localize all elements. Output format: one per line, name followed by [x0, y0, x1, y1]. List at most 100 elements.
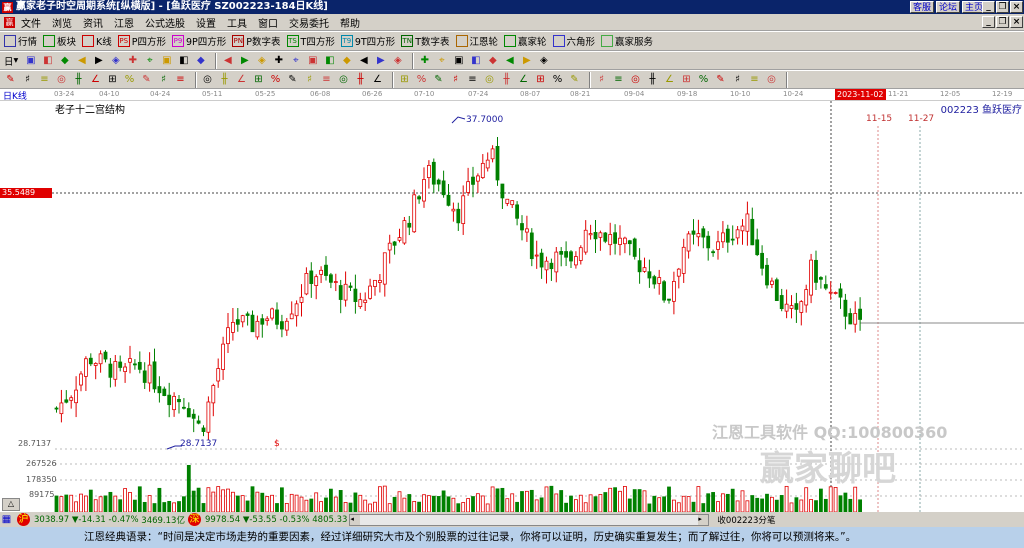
tool-icon[interactable]: ◈ [393, 55, 402, 66]
tool-icon[interactable]: ✎ [434, 74, 443, 85]
tool-icon[interactable]: ♯ [25, 74, 30, 85]
tool-icon[interactable]: ⌖ [438, 55, 445, 66]
menu-item[interactable]: 资讯 [83, 18, 103, 30]
tool-icon[interactable]: ✎ [6, 74, 15, 85]
toolbar-hexagon[interactable]: 六角形 [552, 34, 595, 48]
toolbar-P4[interactable]: PS P四方形 [117, 34, 166, 48]
toolbar-9P4[interactable]: P9 9P四方形 [172, 34, 226, 48]
tool-icon[interactable]: ≡ [614, 74, 623, 85]
minimize-button[interactable]: _ [982, 1, 995, 13]
tool-icon[interactable]: ≡ [40, 74, 49, 85]
menu-item[interactable]: 文件 [21, 18, 41, 30]
tool-icon[interactable]: ◀ [505, 55, 514, 66]
menu-item[interactable]: 浏览 [52, 18, 72, 30]
tool-icon[interactable]: ◎ [485, 74, 494, 85]
menu-item[interactable]: 交易委托 [289, 18, 329, 30]
tool-icon[interactable]: ▶ [376, 55, 385, 66]
tool-icon[interactable]: ✎ [570, 74, 579, 85]
tool-icon[interactable]: ◧ [325, 55, 335, 66]
kline-chart[interactable]: 老子十二宫结构 002223 鱼跃医疗 35.5489 2023-11-02 3… [0, 89, 1024, 513]
toolbar-pnum[interactable]: PN P数字表 [232, 34, 281, 48]
tool-icon[interactable]: ◧ [43, 55, 53, 66]
tool-icon[interactable]: ◆ [488, 55, 497, 66]
tool-icon[interactable]: ◎ [57, 74, 66, 85]
tool-icon[interactable]: ◎ [203, 74, 212, 85]
tool-icon[interactable]: ▣ [162, 55, 172, 66]
tool-icon[interactable]: ▣ [308, 55, 318, 66]
tool-icon[interactable]: ╫ [649, 74, 656, 85]
toolbar-9T4[interactable]: T9 9T四方形 [340, 34, 395, 48]
toolbar-sector[interactable]: 板块 [43, 34, 76, 48]
doc-minimize-button[interactable]: _ [982, 16, 995, 28]
tool-icon[interactable]: ∠ [519, 74, 528, 85]
tool-icon[interactable]: % [416, 74, 427, 85]
tool-icon[interactable]: ▶ [522, 55, 531, 66]
tool-icon[interactable]: ♯ [735, 74, 740, 85]
menu-item[interactable]: 工具 [227, 18, 247, 30]
close-button[interactable]: × [1010, 1, 1023, 13]
tool-icon[interactable]: ◎ [631, 74, 640, 85]
doc-restore-button[interactable]: ❐ [996, 16, 1009, 28]
restore-button[interactable]: ❐ [996, 1, 1009, 13]
tool-icon[interactable]: ✎ [142, 74, 151, 85]
tool-icon[interactable]: ✎ [288, 74, 297, 85]
tick-detail-label[interactable]: 收002223分笔 [717, 515, 776, 526]
menu-item[interactable]: 帮助 [340, 18, 360, 30]
tool-icon[interactable]: ♯ [161, 74, 166, 85]
tool-icon[interactable]: % [124, 74, 135, 85]
tool-icon[interactable]: ⌖ [292, 55, 299, 66]
toolbar-winner-wheel[interactable]: 赢家轮 [504, 34, 547, 48]
tool-icon[interactable]: ≡ [322, 74, 331, 85]
tool-icon[interactable]: ▶ [240, 55, 249, 66]
tool-icon[interactable]: ⊞ [400, 74, 409, 85]
tool-icon[interactable]: ▣ [454, 55, 464, 66]
toolbar-tnum[interactable]: TN T数字表 [401, 34, 450, 48]
tool-icon[interactable]: ∠ [665, 74, 674, 85]
tool-icon[interactable]: ≡ [176, 74, 185, 85]
tool-icon[interactable]: ◈ [257, 55, 266, 66]
tool-icon[interactable]: ▣ [26, 55, 36, 66]
toolbar-gann-wheel[interactable]: 江恩轮 [455, 34, 498, 48]
tool-icon[interactable]: ╫ [75, 74, 82, 85]
tool-icon[interactable]: ∠ [237, 74, 246, 85]
toolbar-dollar[interactable]: 赢家服务 [601, 34, 653, 48]
menu-item[interactable]: 江恩 [114, 18, 134, 30]
tool-icon[interactable]: ⊞ [108, 74, 117, 85]
tool-icon[interactable]: % [270, 74, 281, 85]
forum-link[interactable]: 论坛 [936, 1, 961, 13]
tool-icon[interactable]: ◧ [179, 55, 189, 66]
period-select[interactable]: 日 ▾ [4, 55, 19, 68]
tool-icon[interactable]: ◀ [223, 55, 232, 66]
doc-close-button[interactable]: × [1010, 16, 1023, 28]
tool-icon[interactable]: ╫ [503, 74, 510, 85]
tool-icon[interactable]: ✚ [274, 55, 283, 66]
expand-button[interactable]: △ [2, 498, 20, 511]
tool-icon[interactable]: ◈ [539, 55, 548, 66]
tool-icon[interactable]: ◀ [77, 55, 86, 66]
tool-icon[interactable]: ♯ [453, 74, 458, 85]
tool-icon[interactable]: % [698, 74, 709, 85]
service-link[interactable]: 客服 [910, 1, 935, 13]
tool-icon[interactable]: ◆ [60, 55, 69, 66]
tool-icon[interactable]: ⊞ [254, 74, 263, 85]
tool-icon[interactable]: ⊞ [536, 74, 545, 85]
tool-icon[interactable]: ♯ [599, 74, 604, 85]
toolbar-quotes[interactable]: 行情 [4, 34, 37, 48]
calculator-icon[interactable]: ▦ [1, 514, 12, 525]
tool-icon[interactable]: ♯ [307, 74, 312, 85]
tool-icon[interactable]: ◈ [111, 55, 120, 66]
tool-icon[interactable]: ◆ [342, 55, 351, 66]
horizontal-scrollbar[interactable]: ◂ ▸ [349, 513, 710, 526]
tool-icon[interactable]: ╫ [357, 74, 364, 85]
tool-icon[interactable]: ◎ [767, 74, 776, 85]
tool-icon[interactable]: % [552, 74, 563, 85]
tool-icon[interactable]: ◀ [359, 55, 368, 66]
tool-icon[interactable]: ✚ [128, 55, 137, 66]
tool-icon[interactable]: ≡ [750, 74, 759, 85]
scroll-left-button[interactable]: ◂ [350, 514, 361, 525]
tool-icon[interactable]: ✎ [716, 74, 725, 85]
scroll-right-button[interactable]: ▸ [698, 514, 709, 525]
toolbar-kline[interactable]: K线 [82, 34, 112, 48]
tool-icon[interactable]: ╫ [221, 74, 228, 85]
tool-icon[interactable]: ⊞ [682, 74, 691, 85]
